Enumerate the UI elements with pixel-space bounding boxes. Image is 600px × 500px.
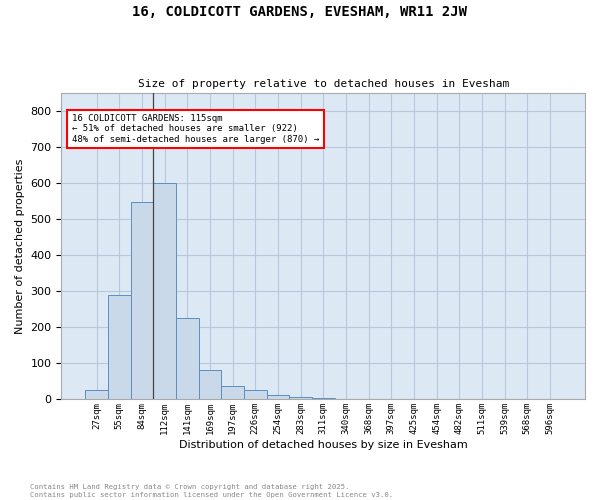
Bar	[199, 370, 221, 400]
Bar	[85, 390, 108, 400]
Bar	[131, 202, 153, 400]
Bar	[153, 183, 176, 400]
Bar	[266, 395, 289, 400]
Bar	[312, 398, 335, 400]
Text: 16, COLDICOTT GARDENS, EVESHAM, WR11 2JW: 16, COLDICOTT GARDENS, EVESHAM, WR11 2JW	[133, 5, 467, 19]
Text: Contains HM Land Registry data © Crown copyright and database right 2025.
Contai: Contains HM Land Registry data © Crown c…	[30, 484, 393, 498]
Title: Size of property relative to detached houses in Evesham: Size of property relative to detached ho…	[137, 79, 509, 89]
Bar	[244, 390, 266, 400]
Bar	[176, 318, 199, 400]
Text: 16 COLDICOTT GARDENS: 115sqm
← 51% of detached houses are smaller (922)
48% of s: 16 COLDICOTT GARDENS: 115sqm ← 51% of de…	[72, 114, 319, 144]
Y-axis label: Number of detached properties: Number of detached properties	[15, 158, 25, 334]
Bar	[221, 386, 244, 400]
X-axis label: Distribution of detached houses by size in Evesham: Distribution of detached houses by size …	[179, 440, 467, 450]
Bar	[108, 294, 131, 400]
Bar	[289, 396, 312, 400]
